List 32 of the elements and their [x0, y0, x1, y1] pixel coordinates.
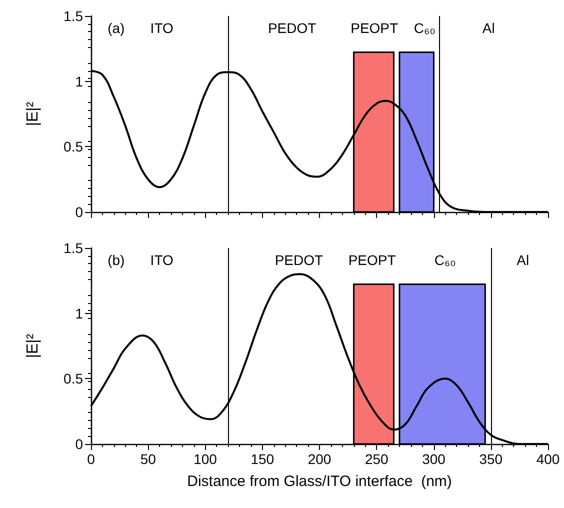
x-tick-label: 100 [194, 451, 218, 467]
x-tick-label: 250 [364, 451, 389, 467]
annotation: PEOPT [348, 252, 396, 268]
y-tick-label: 1 [75, 73, 84, 90]
annotation: PEDOT [268, 20, 317, 36]
annotation: ITO [150, 20, 174, 36]
annotation: (a) [108, 20, 125, 36]
x-tick-label: 300 [422, 451, 446, 467]
y-tick-label: 1.5 [64, 240, 84, 256]
x-tick-label: 200 [308, 451, 332, 467]
y-tick-label: 1 [75, 305, 84, 322]
annotation: C₆₀ [414, 20, 436, 36]
y-axis-title: |E|² [24, 101, 42, 126]
x-tick-label: 150 [250, 451, 274, 467]
x-axis-title: Distance from Glass/ITO interface (nm) [187, 473, 452, 490]
y-tick-label: 0 [75, 204, 84, 220]
annotation: Al [482, 20, 495, 36]
annotation: C₆₀ [434, 252, 456, 268]
y-tick-label: 0.5 [64, 370, 84, 387]
y-tick-label: 0 [75, 436, 84, 452]
y-tick-label: 0.5 [64, 138, 84, 155]
annotation: PEDOT [274, 252, 324, 268]
annotation: PEOPT [350, 20, 399, 36]
x-tick-label: 350 [479, 451, 503, 467]
x-tick-label: 50 [140, 451, 156, 467]
annotation: Al [516, 252, 530, 268]
x-tick-label: 0 [87, 451, 96, 467]
annotation: ITO [150, 252, 174, 268]
y-tick-label: 1.5 [64, 8, 84, 24]
y-axis-title: |E|² [24, 333, 42, 358]
x-tick-label: 400 [536, 451, 560, 467]
annotation: (b) [108, 252, 125, 268]
